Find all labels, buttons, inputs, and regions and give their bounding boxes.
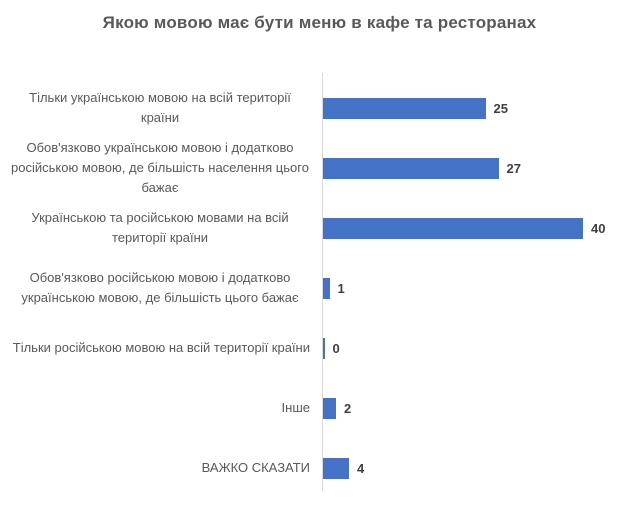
category-label: Українською та російською мовами на всій… (31, 210, 289, 245)
value-label: 4 (357, 460, 365, 476)
plot-area: Тільки українською мовою на всій територ… (0, 78, 639, 498)
category-label: Тільки російською мовою на всій територі… (12, 340, 310, 355)
value-label: 1 (337, 280, 345, 296)
bar (323, 337, 325, 359)
category-label-cell: Обов'язково російською мовою і додатково… (0, 268, 310, 308)
value-label: 2 (344, 400, 352, 416)
chart-row: Інше 2 (0, 378, 639, 438)
bar (323, 457, 349, 479)
category-label-cell: Тільки російською мовою на всій територі… (0, 338, 310, 358)
bar (323, 397, 336, 419)
category-label-cell: Інше (0, 398, 310, 418)
bar-cell: 0 (323, 337, 639, 359)
value-label: 40 (591, 220, 606, 236)
category-label-cell: Тільки українською мовою на всій територ… (0, 88, 310, 128)
chart-title: Якою мовою має бути меню в кафе та ресто… (102, 13, 537, 32)
bar (323, 277, 330, 299)
category-label: ВАЖКО СКАЗАТИ (201, 460, 310, 475)
bar-cell: 40 (323, 217, 639, 239)
value-label: 27 (506, 160, 521, 176)
category-label-cell: Українською та російською мовами на всій… (0, 208, 310, 248)
category-label: Обов'язково російською мовою і додатково… (21, 270, 299, 305)
value-label: 25 (493, 100, 508, 116)
bar-cell: 25 (323, 97, 639, 119)
bar-cell: 2 (323, 397, 639, 419)
chart-row: Обов'язково українською мовою і додатков… (0, 138, 639, 198)
chart-row: Тільки українською мовою на всій територ… (0, 78, 639, 138)
bar-cell: 4 (323, 457, 639, 479)
bar (323, 97, 486, 119)
chart-row: Українською та російською мовами на всій… (0, 198, 639, 258)
bar-cell: 27 (323, 157, 639, 179)
value-label: 0 (332, 340, 340, 356)
bar (323, 217, 583, 239)
vertical-axis-line (322, 73, 323, 491)
bar-cell: 1 (323, 277, 639, 299)
category-label-cell: ВАЖКО СКАЗАТИ (0, 458, 310, 478)
category-label-cell: Обов'язково українською мовою і додатков… (0, 138, 310, 198)
category-label: Інше (281, 400, 310, 415)
chart-row: ВАЖКО СКАЗАТИ 4 (0, 438, 639, 498)
chart-row: Тільки російською мовою на всій територі… (0, 318, 639, 378)
category-label: Тільки українською мовою на всій територ… (29, 90, 291, 125)
bar (323, 157, 499, 179)
chart-row: Обов'язково російською мовою і додатково… (0, 258, 639, 318)
category-label: Обов'язково українською мовою і додатков… (11, 140, 309, 195)
